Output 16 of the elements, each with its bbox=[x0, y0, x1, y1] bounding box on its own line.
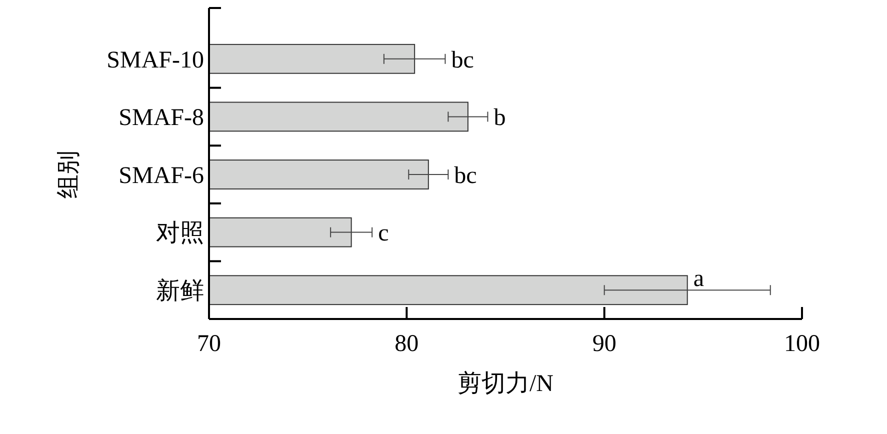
data-label: c bbox=[378, 220, 389, 247]
y-tick-label: SMAF-10 bbox=[106, 47, 204, 74]
y-axis-title: 组别 bbox=[56, 150, 82, 198]
y-tick-label: SMAF-6 bbox=[118, 162, 204, 189]
x-tick-label: 100 bbox=[784, 331, 820, 357]
y-tick-label: 对照 bbox=[156, 220, 204, 247]
y-tick-label: 新鲜 bbox=[156, 278, 204, 304]
data-label: bc bbox=[454, 162, 477, 189]
x-tick-label: 80 bbox=[394, 331, 419, 357]
x-tick-label: 90 bbox=[592, 331, 616, 357]
data-label: a bbox=[693, 266, 704, 292]
x-tick-label: 70 bbox=[197, 331, 221, 357]
x-axis-title: 剪切力/N bbox=[458, 370, 554, 397]
y-tick-label: SMAF-8 bbox=[118, 105, 204, 132]
data-label: bc bbox=[451, 47, 474, 74]
data-label: b bbox=[494, 105, 506, 132]
